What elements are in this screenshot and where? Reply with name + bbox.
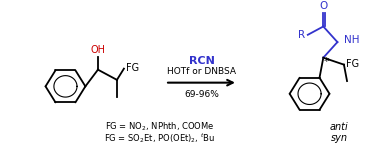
Text: FG: FG bbox=[126, 63, 139, 73]
Text: R: R bbox=[298, 30, 305, 40]
Text: O: O bbox=[319, 1, 327, 11]
Text: 69-96%: 69-96% bbox=[184, 90, 219, 99]
Text: NH: NH bbox=[344, 35, 360, 45]
Text: FG = NO$_2$, NPhth, COOMe: FG = NO$_2$, NPhth, COOMe bbox=[105, 121, 215, 133]
Text: *: * bbox=[324, 57, 329, 67]
Text: syn: syn bbox=[331, 133, 348, 143]
Text: HOTf or DNBSA: HOTf or DNBSA bbox=[167, 67, 236, 76]
Text: OH: OH bbox=[90, 45, 105, 55]
Text: RCN: RCN bbox=[189, 56, 214, 66]
Text: FG = SO$_2$Et, PO(OEt)$_2$, $^t$Bu: FG = SO$_2$Et, PO(OEt)$_2$, $^t$Bu bbox=[104, 131, 216, 145]
Text: anti: anti bbox=[330, 122, 349, 132]
Text: FG: FG bbox=[346, 59, 359, 69]
